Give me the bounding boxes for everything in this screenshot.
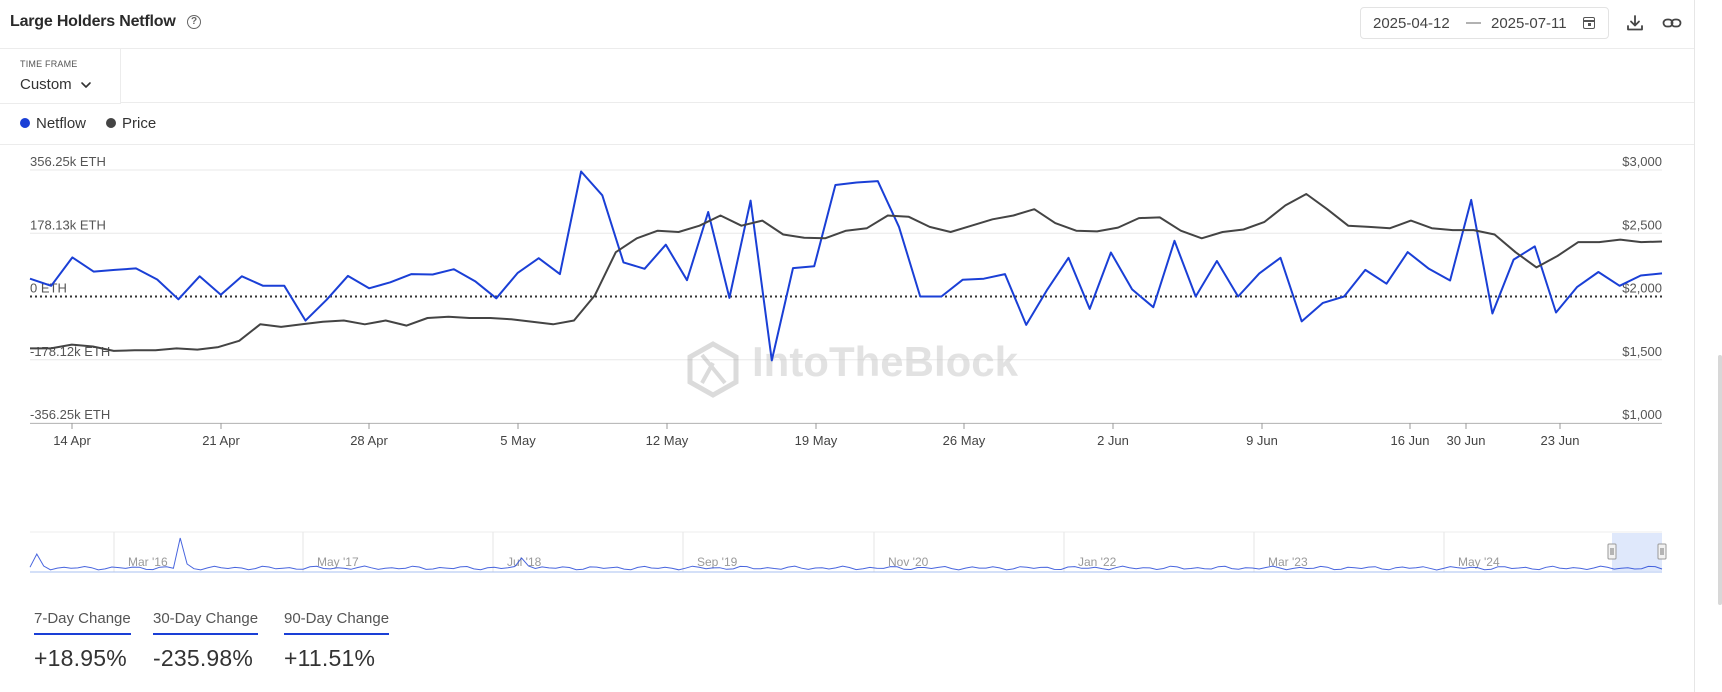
date-from: 2025-04-12 [1373,15,1450,32]
timeframe-label: TIME FRAME [20,59,78,69]
y-left-tick-label: 178.13k ETH [30,217,106,232]
help-icon[interactable]: ? [187,15,201,29]
y-right-tick-label: $2,500 [1622,217,1662,232]
navigator-tick-label: Jan '22 [1078,555,1117,569]
divider [120,102,1694,103]
chart-grid [30,169,1662,424]
stat-7-day[interactable]: 7-Day Change +18.95% [34,610,131,672]
y-right-tick-label: $1,500 [1622,344,1662,359]
legend-item-price[interactable]: Price [106,115,156,132]
navigator-handle-left[interactable] [1607,543,1617,560]
y-right-tick-label: $3,000 [1622,154,1662,169]
card-header: Large Holders Netflow ? 2025-04-12 — 202… [0,0,1694,49]
x-tick-label: 19 May [795,433,838,448]
watermark: IntoTheBlock [752,338,1019,385]
navigator-handle-right[interactable] [1657,543,1667,560]
date-to: 2025-07-11 [1491,15,1567,32]
stat-90-day[interactable]: 90-Day Change +11.51% [284,610,390,672]
netflow-chart[interactable]: IntoTheBlock 356.25k ETH 178.13k ETH 0 ETH… [0,145,1694,585]
navigator-tick-label: May '17 [317,555,359,569]
navigator-tick-label: May '24 [1458,555,1500,569]
chart-legend: Netflow Price [0,104,1694,145]
navigator-tick-label: Sep '19 [697,555,738,569]
navigator-tick-label: Nov '20 [888,555,929,569]
y-left-tick-label: -356.25k ETH [30,407,110,422]
x-tick-label: 2 Jun [1097,433,1129,448]
chevron-down-icon [81,82,91,88]
y-axis-left: 356.25k ETH 178.13k ETH 0 ETH -178.12k ETH -… [30,154,110,422]
date-range-picker[interactable]: 2025-04-12 — 2025-07-11 [1360,7,1609,39]
series-line-netflow [29,170,1663,362]
stat-value-7-day: +18.95% [34,645,127,671]
stat-label-90-day: 90-Day Change [284,610,390,635]
x-tick-label: 30 Jun [1446,433,1485,448]
stat-label-7-day: 7-Day Change [34,610,131,635]
x-tick-label: 26 May [943,433,986,448]
x-tick-label: 16 Jun [1390,433,1429,448]
page-title: Large Holders Netflow [10,13,176,30]
page-scrollbar[interactable] [1718,355,1722,605]
y-right-tick-label: $2,000 [1622,281,1662,296]
navigator-tick-label: Mar '16 [128,555,168,569]
navigator-tick-label: Mar '23 [1268,555,1308,569]
legend-dot-netflow [20,118,30,128]
stat-value-90-day: +11.51% [284,645,376,671]
y-left-tick-label: 0 ETH [30,281,67,296]
calendar-icon [1583,17,1595,29]
navigator-selection [1612,533,1662,571]
navigator-handle-body [1607,543,1617,560]
range-navigator[interactable]: Mar '16 May '17 Jul '18 Sep '19 Nov '20 Jan '… [29,531,1667,573]
date-separator: — [1466,14,1481,31]
change-stats: 7-Day Change +18.95% 30-Day Change -235.… [0,600,1694,692]
series-line-price [30,193,1663,352]
x-tick-label: 9 Jun [1246,433,1278,448]
y-right-tick-label: $1,000 [1622,407,1662,422]
link-icon[interactable] [1661,12,1683,34]
legend-item-netflow[interactable]: Netflow [20,115,86,132]
timeframe-selector[interactable]: TIME FRAME Custom [0,49,121,104]
x-tick-label: 12 May [646,433,689,448]
chart-series [29,170,1663,362]
x-tick-label: 14 Apr [53,433,91,448]
y-left-tick-label: 356.25k ETH [30,154,106,169]
navigator-line [29,537,1663,571]
x-tick-label: 23 Jun [1540,433,1579,448]
legend-label-price: Price [122,115,157,132]
y-axis-right: $3,000 $2,500 $2,000 $1,500 $1,000 [1622,154,1662,422]
y-left-tick-label: -178.12k ETH [30,344,110,359]
stat-value-30-day: -235.98% [153,645,254,671]
x-tick-label: 5 May [500,433,536,448]
stat-30-day[interactable]: 30-Day Change -235.98% [153,610,259,672]
x-axis: 14 Apr 21 Apr 28 Apr 5 May 12 May 19 May 26 Ma… [53,423,1580,448]
watermark-logo-icon [687,341,739,398]
x-tick-label: 21 Apr [202,433,240,448]
timeframe-value: Custom [20,76,72,93]
download-icon[interactable] [1624,12,1646,34]
legend-label-netflow: Netflow [36,115,87,132]
legend-dot-price [106,118,116,128]
navigator-handle-body [1657,543,1667,560]
x-tick-label: 28 Apr [350,433,388,448]
stat-label-30-day: 30-Day Change [153,610,259,635]
